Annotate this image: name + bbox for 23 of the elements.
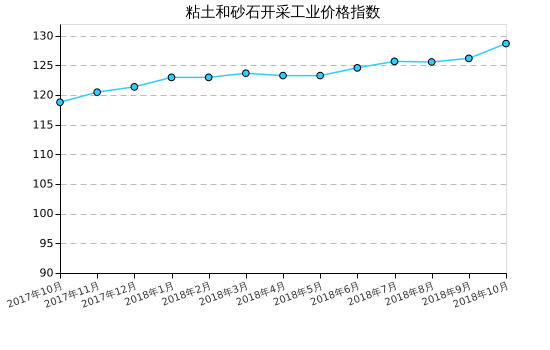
point <box>390 58 398 66</box>
y-tick-label: 125 <box>32 59 54 72</box>
y-tick-label: 105 <box>32 178 54 191</box>
y-tick-label: 115 <box>32 118 54 132</box>
y-tick-label: 120 <box>32 88 54 102</box>
y-tick-label: 110 <box>32 148 54 161</box>
point <box>316 72 324 80</box>
y-tick-label: 100 <box>32 207 54 220</box>
point <box>428 58 436 66</box>
y-tick-label: 90 <box>40 266 54 280</box>
point <box>502 40 510 48</box>
point <box>56 98 64 106</box>
point <box>279 72 287 80</box>
point <box>464 54 473 62</box>
y-tick-label: 95 <box>40 236 54 250</box>
y-tick-label: 130 <box>32 29 54 42</box>
point <box>93 88 102 96</box>
point <box>242 69 250 78</box>
chart-title: 粘土和砂石开采工业价格指数 <box>186 3 380 21</box>
point <box>130 82 138 91</box>
point <box>353 64 362 72</box>
point <box>168 74 176 82</box>
point <box>204 74 213 82</box>
